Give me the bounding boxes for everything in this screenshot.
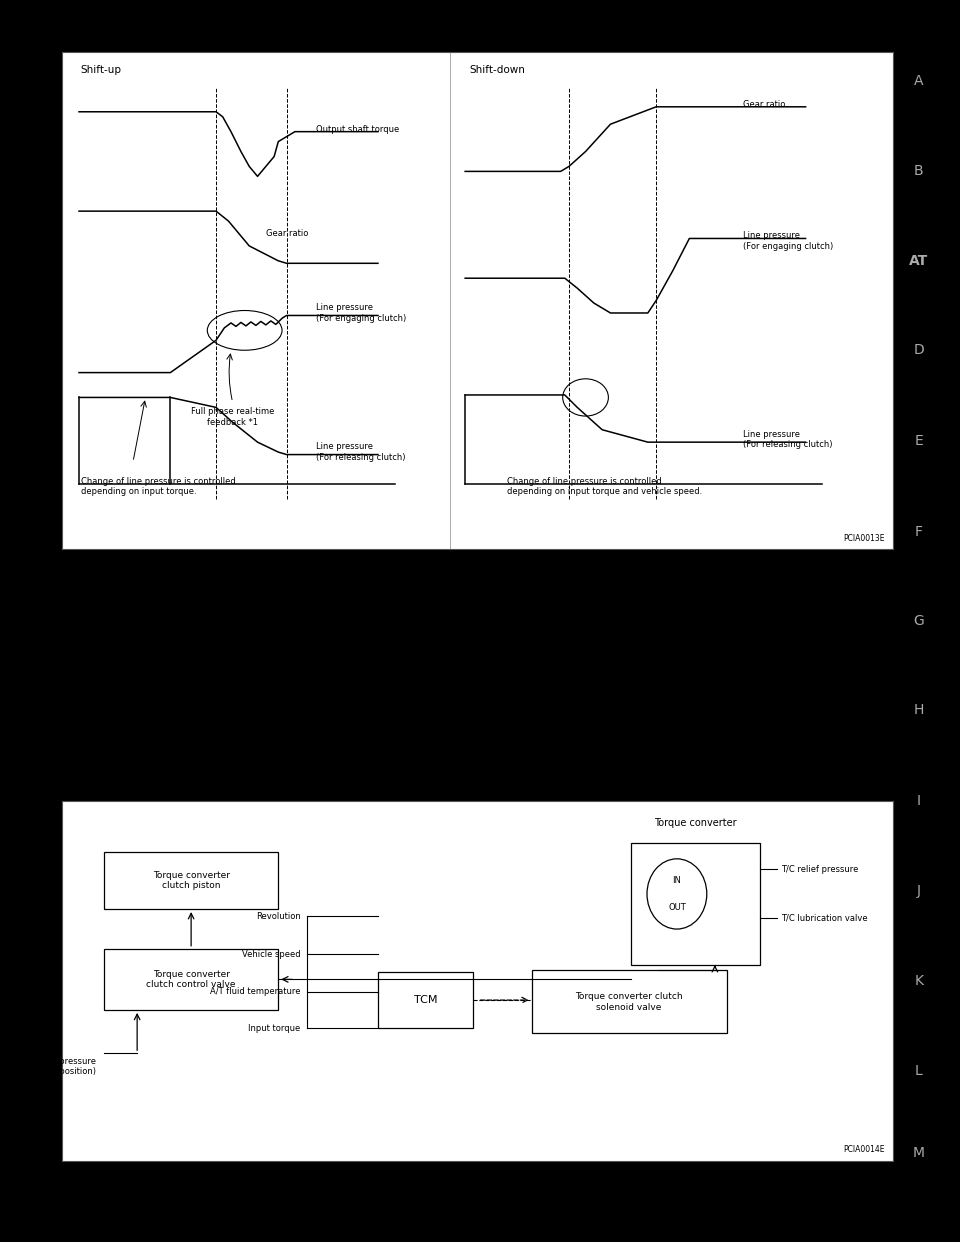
Text: T/C relief pressure: T/C relief pressure [780, 864, 858, 874]
Text: T/C lubrication valve: T/C lubrication valve [780, 914, 867, 923]
Text: Line pressure
(For engaging clutch): Line pressure (For engaging clutch) [316, 303, 406, 323]
Text: IN: IN [672, 876, 682, 884]
Text: F: F [915, 524, 923, 539]
Text: B: B [914, 164, 924, 179]
Text: Change of line pressure is controlled
depending on input torque and vehicle spee: Change of line pressure is controlled de… [507, 477, 702, 497]
Text: Full phase real-time
feedback *1: Full phase real-time feedback *1 [191, 407, 275, 427]
Text: L: L [915, 1063, 923, 1078]
Text: PCIA0013E: PCIA0013E [843, 534, 884, 543]
Text: Gear ratio: Gear ratio [743, 99, 785, 109]
Text: Gear ratio: Gear ratio [266, 229, 308, 238]
Bar [104, 949, 278, 1010]
Text: Revolution: Revolution [256, 912, 300, 920]
Text: Line pressure
(For engaging clutch): Line pressure (For engaging clutch) [743, 231, 833, 251]
Text: Line pressure
(D position): Line pressure (D position) [38, 1057, 96, 1077]
Text: Line pressure
(For releasing clutch): Line pressure (For releasing clutch) [316, 442, 405, 462]
Text: D: D [913, 343, 924, 358]
Text: Torque converter
clutch control valve: Torque converter clutch control valve [146, 970, 236, 989]
Text: Line pressure
(For releasing clutch): Line pressure (For releasing clutch) [743, 430, 833, 450]
Text: Input torque: Input torque [249, 1023, 300, 1032]
Text: OUT: OUT [668, 903, 685, 912]
Text: Change of line pressure is controlled
depending on input torque.: Change of line pressure is controlled de… [81, 477, 235, 497]
Text: H: H [914, 703, 924, 718]
Text: A: A [914, 73, 924, 88]
Text: A/T fluid temperature: A/T fluid temperature [210, 987, 300, 996]
Bar [104, 852, 278, 909]
Text: M: M [913, 1145, 924, 1160]
Text: I: I [917, 794, 921, 809]
Text: TCM: TCM [414, 995, 438, 1005]
Text: K: K [914, 974, 924, 989]
Text: Shift-up: Shift-up [81, 65, 122, 75]
Text: Torque converter: Torque converter [655, 818, 737, 828]
Text: J: J [917, 883, 921, 898]
Text: Shift-down: Shift-down [469, 65, 525, 75]
Bar [378, 972, 473, 1028]
Text: Vehicle speed: Vehicle speed [242, 950, 300, 959]
Text: AT: AT [909, 253, 928, 268]
Text: PCIA0014E: PCIA0014E [843, 1145, 884, 1154]
Bar [532, 970, 727, 1033]
Bar [632, 842, 760, 965]
Text: Torque converter clutch
solenoid valve: Torque converter clutch solenoid valve [575, 992, 683, 1011]
Text: E: E [914, 433, 924, 448]
Text: G: G [913, 614, 924, 628]
Text: Output shaft torque: Output shaft torque [316, 124, 399, 134]
Text: Torque converter
clutch piston: Torque converter clutch piston [153, 871, 229, 891]
